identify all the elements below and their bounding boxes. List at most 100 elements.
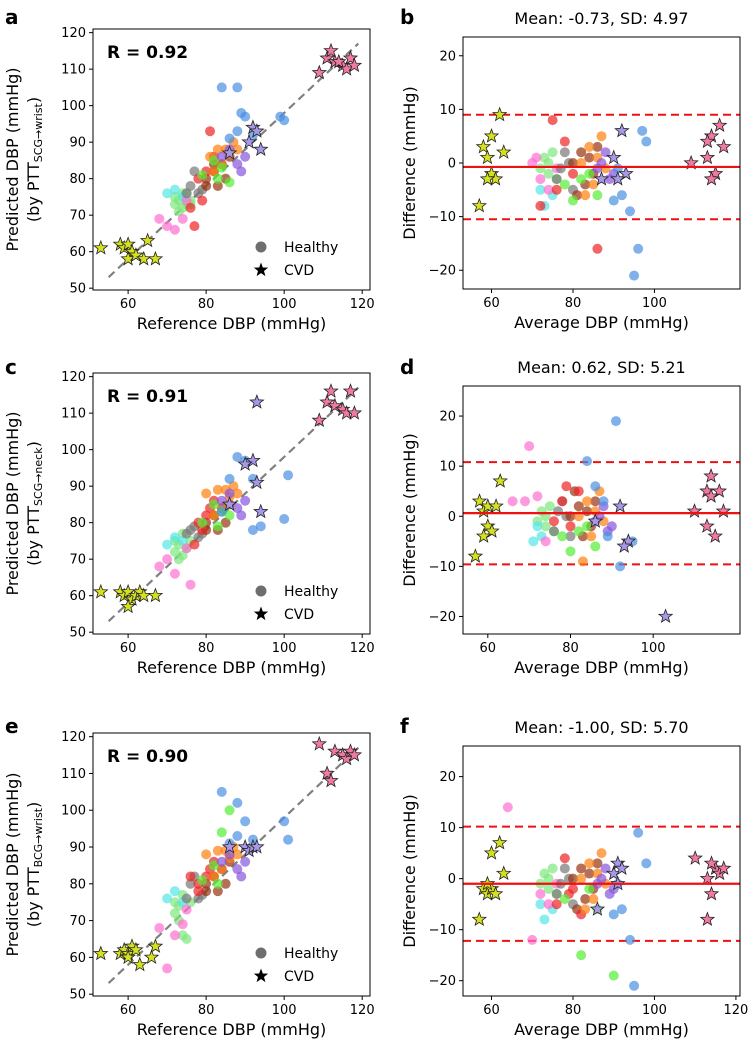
series-lime — [197, 805, 235, 889]
data-point — [535, 899, 546, 910]
data-star — [495, 144, 512, 159]
data-point — [279, 514, 290, 525]
data-point — [543, 899, 554, 910]
data-point — [573, 486, 584, 497]
data-star — [253, 503, 269, 519]
data-star — [93, 583, 109, 599]
data-star — [147, 250, 164, 266]
data-star — [492, 473, 508, 488]
data-star — [132, 956, 148, 972]
data-point — [540, 521, 551, 532]
data-point — [559, 136, 570, 147]
data-point — [586, 531, 597, 542]
data-point — [592, 141, 603, 152]
data-point — [580, 190, 591, 201]
data-point — [169, 532, 180, 543]
data-point — [169, 930, 180, 941]
data-star — [93, 239, 109, 255]
data-star — [715, 503, 732, 518]
series-lime — [557, 521, 601, 557]
data-point — [608, 970, 619, 981]
data-point — [169, 908, 180, 919]
data-point — [169, 568, 180, 579]
panel-letter: c — [5, 355, 17, 379]
y-axis-label-method: (by PTTSCG→wrist) — [24, 97, 45, 222]
data-point — [547, 115, 558, 126]
data-point — [240, 856, 251, 867]
data-point — [240, 151, 251, 162]
axes-frame — [92, 372, 371, 635]
y-axis-label-method: (by PTTBCG→wrist) — [24, 802, 45, 928]
data-point — [189, 166, 200, 177]
data-star — [331, 53, 347, 69]
x-tick-label: 60 — [120, 641, 137, 656]
y-tick-label: 50 — [69, 626, 86, 641]
panel-letter: b — [400, 5, 414, 29]
data-point — [212, 484, 223, 495]
data-point — [162, 188, 173, 199]
data-star — [249, 838, 265, 854]
data-point — [232, 830, 243, 841]
plot-area — [93, 383, 363, 623]
data-point — [197, 195, 208, 206]
legend-healthy-marker — [255, 585, 267, 597]
series-magenta — [154, 904, 192, 974]
data-point — [535, 174, 546, 185]
y-label-subscript: SCG→neck — [32, 447, 45, 506]
data-star — [471, 197, 488, 213]
y-label-subscript: SCG→wrist — [32, 102, 45, 162]
data-point — [193, 886, 204, 897]
plot-area — [463, 416, 740, 624]
series-cvd-purple — [221, 119, 269, 160]
data-point — [162, 539, 173, 550]
data-star — [605, 149, 622, 165]
data-star — [610, 170, 626, 186]
data-point — [576, 950, 587, 961]
data-star — [593, 170, 610, 186]
data-star — [491, 106, 508, 122]
data-point — [559, 147, 570, 158]
series-blue — [216, 451, 294, 535]
data-point — [625, 206, 636, 217]
data-point — [201, 886, 212, 897]
data-point — [615, 561, 626, 572]
data-star — [587, 513, 604, 528]
data-point — [197, 517, 208, 528]
data-point — [162, 221, 173, 232]
data-star — [699, 133, 716, 149]
data-point — [547, 863, 558, 874]
y-tick-label: 60 — [69, 951, 86, 966]
data-star — [707, 528, 723, 543]
data-point — [543, 168, 554, 179]
data-star — [139, 232, 156, 248]
data-point — [596, 848, 607, 859]
data-star — [703, 885, 720, 901]
y-axis-label: Predicted DBP (mmHg) — [3, 67, 22, 251]
y-tick-label: −20 — [429, 610, 456, 625]
data-point — [532, 491, 543, 502]
series-red — [548, 481, 584, 532]
y-axis-label: Difference (mmHg) — [400, 433, 419, 586]
data-point — [551, 174, 562, 185]
data-point — [181, 893, 192, 904]
x-tick-label: 80 — [565, 296, 582, 311]
y-label-prefix: (by PTT — [24, 162, 43, 222]
y-tick-label: 120 — [61, 730, 86, 745]
panel-letter: a — [5, 5, 19, 29]
series-cvd-yellow — [93, 232, 164, 266]
data-point — [553, 506, 564, 517]
legend-healthy-label: Healthy — [284, 946, 338, 962]
data-point — [162, 554, 173, 565]
data-point — [181, 904, 192, 915]
legend: Healthy CVD — [253, 946, 338, 985]
data-star — [221, 144, 238, 160]
data-point — [201, 849, 212, 860]
data-point — [224, 510, 235, 521]
data-point — [576, 873, 587, 884]
data-point — [555, 163, 566, 174]
data-point — [565, 546, 576, 557]
axes-frame — [462, 385, 741, 635]
series-cvd-yellow — [93, 583, 164, 614]
data-point — [559, 894, 570, 905]
legend-healthy-label: Healthy — [284, 240, 338, 256]
